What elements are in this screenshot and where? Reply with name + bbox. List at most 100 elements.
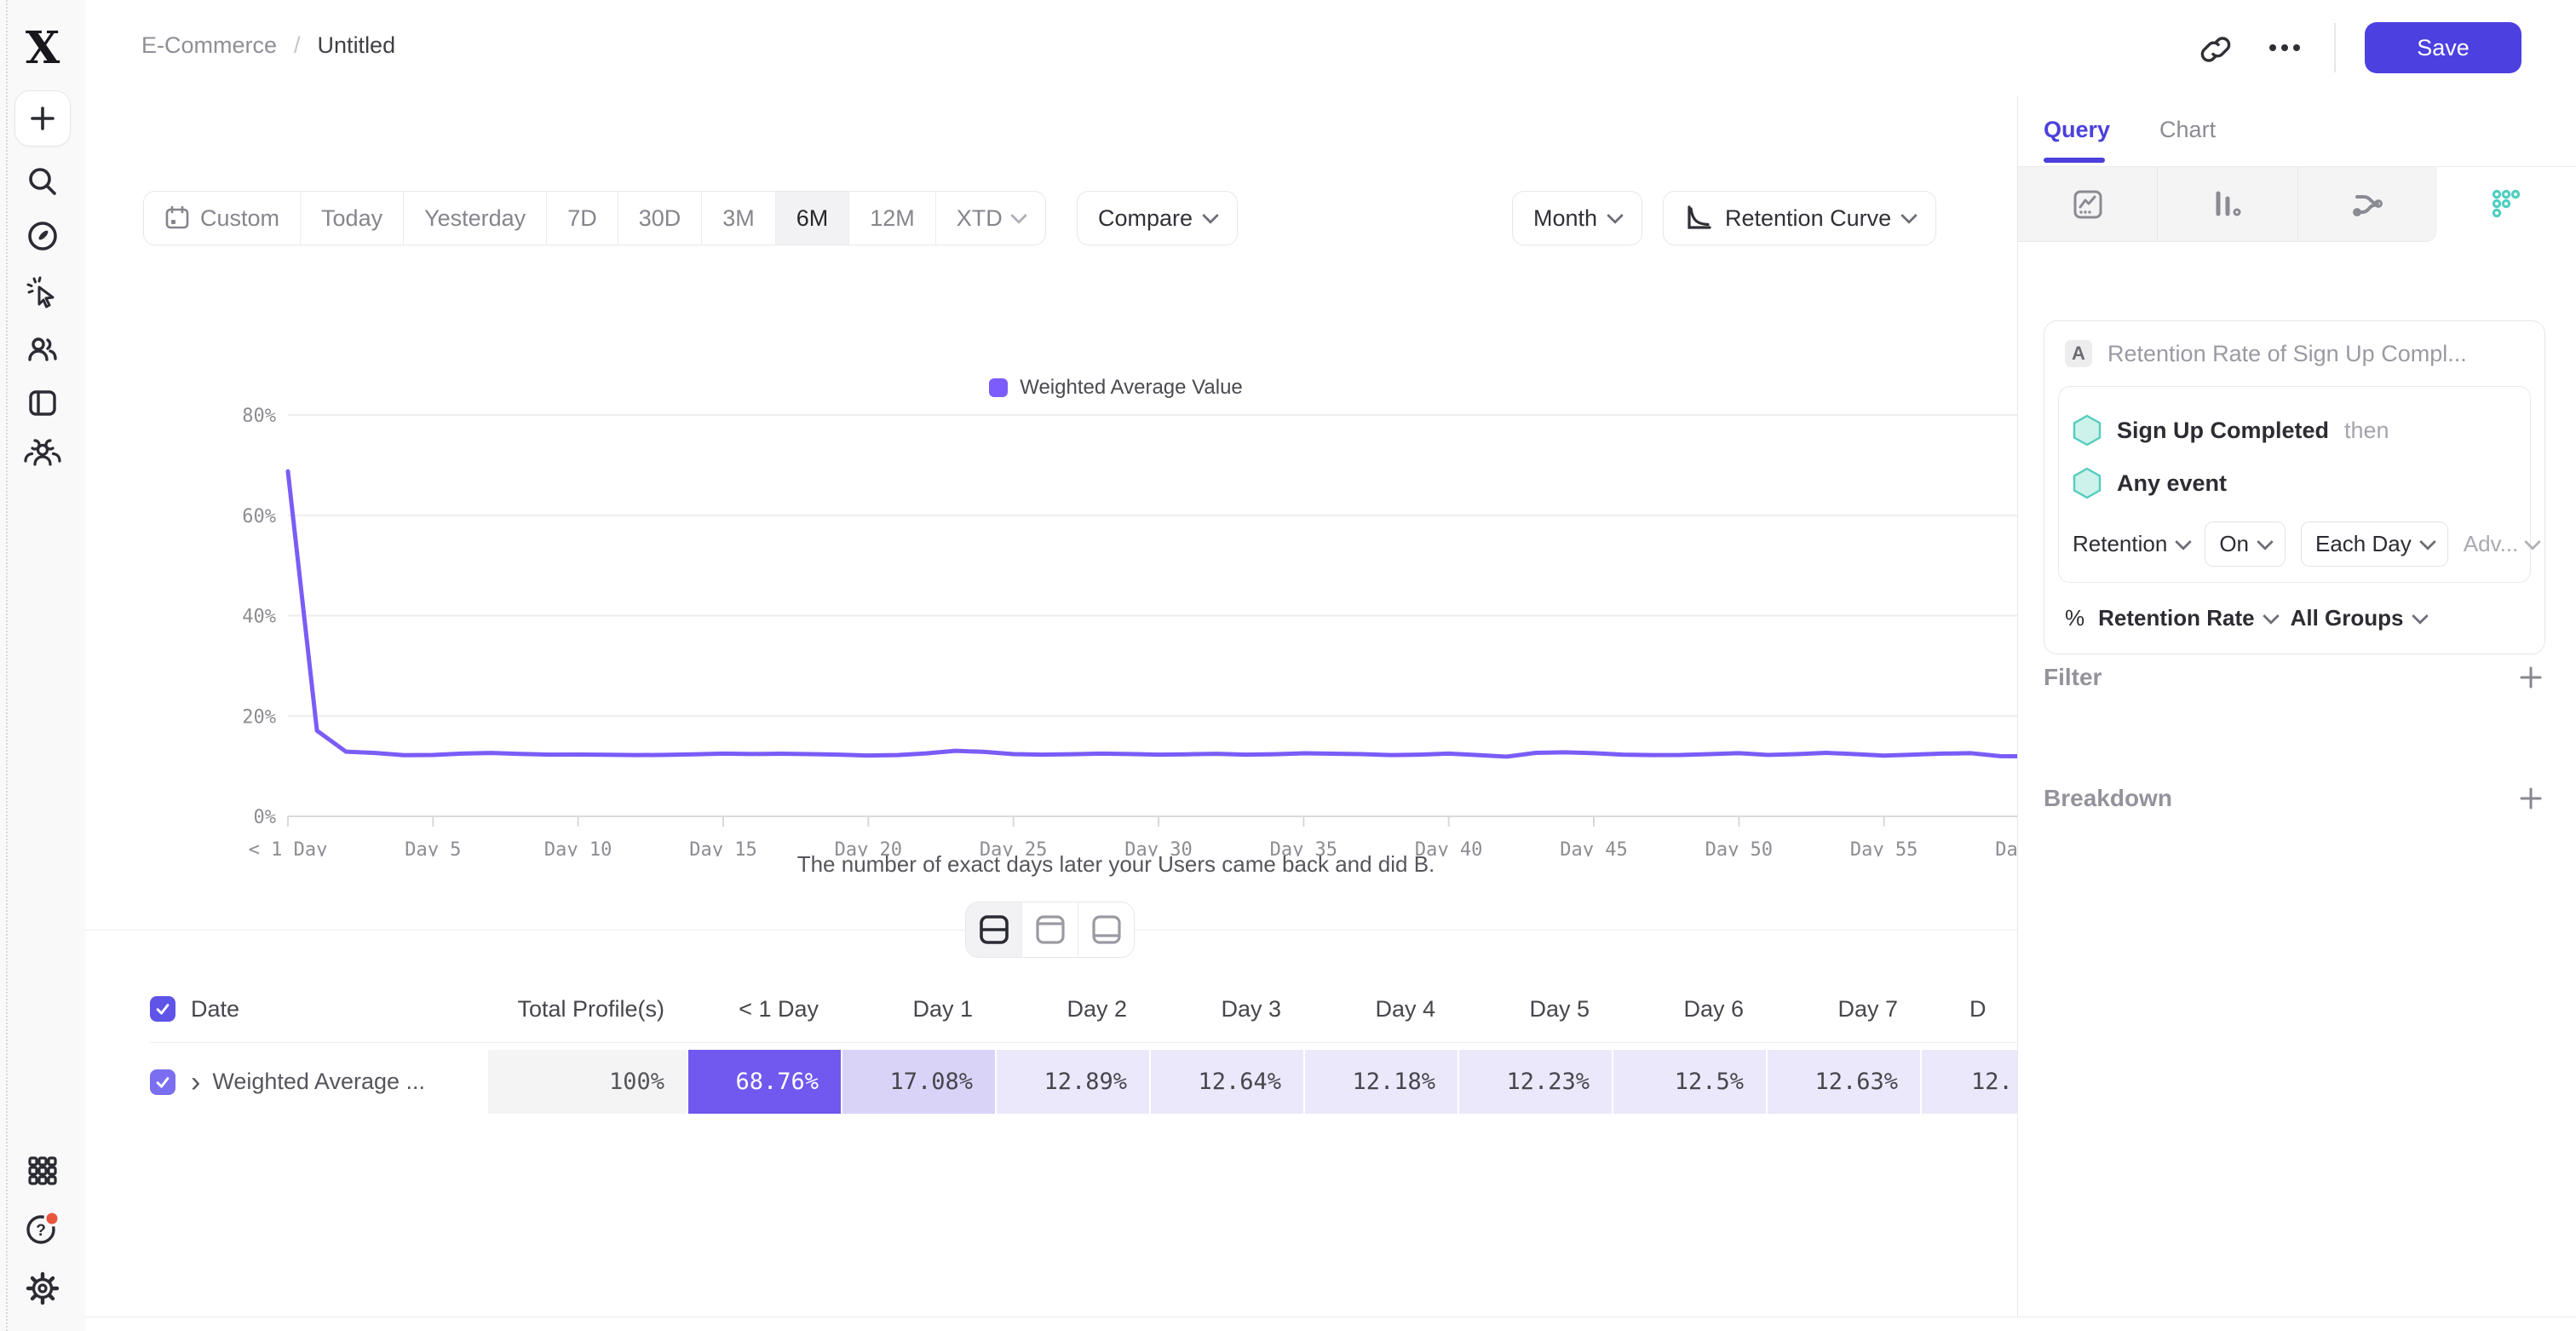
settings-button[interactable] [15, 1261, 70, 1316]
retention-curve-icon [1688, 205, 1711, 229]
value-cell[interactable]: 12.23% [1458, 1050, 1612, 1114]
advanced-dropdown[interactable]: Adv... [2463, 531, 2542, 557]
copy-link-button[interactable] [2194, 27, 2235, 68]
first-event-row[interactable]: Sign Up Completed then [2073, 404, 2516, 457]
range-custom[interactable]: Custom [144, 192, 300, 245]
save-button[interactable]: Save [2365, 22, 2521, 73]
select-all-cell: Date [150, 996, 486, 1023]
range-label: 12M [870, 205, 915, 231]
range-12m[interactable]: 12M [848, 192, 935, 245]
column-header-date[interactable]: Date [191, 995, 240, 1022]
insights-icon [2073, 190, 2102, 218]
value-cell[interactable]: 68.76% [687, 1050, 841, 1114]
help-button[interactable]: ? [15, 1201, 70, 1255]
layout-table-icon [1091, 915, 1121, 944]
svg-text:60%: 60% [242, 506, 276, 527]
breadcrumb-project[interactable]: E-Commerce [141, 32, 278, 58]
chevron-down-icon [2524, 533, 2542, 550]
add-breakdown-button[interactable] [2517, 785, 2544, 812]
value-cell[interactable]: 12.63% [1766, 1050, 1920, 1114]
report-tab-retention[interactable] [2436, 167, 2576, 242]
range-label: Custom [200, 205, 280, 231]
top-bar: E-Commerce / Untitled Save [85, 0, 2576, 97]
column-header-day-2[interactable]: Day 2 [1067, 995, 1127, 1022]
on-label: On [2219, 531, 2249, 556]
layout-table-button[interactable] [1078, 902, 1134, 957]
tab-chart[interactable]: Chart [2159, 117, 2217, 142]
svg-text:80%: 80% [242, 406, 276, 427]
report-tab-funnels[interactable] [2158, 167, 2298, 242]
query-title[interactable]: Retention Rate of Sign Up Compl... [2107, 340, 2467, 366]
events-button[interactable] [15, 265, 70, 320]
second-event-name: Any event [2117, 470, 2228, 496]
report-tab-flows[interactable] [2297, 167, 2437, 242]
range-label: 6M [796, 205, 829, 231]
chart-type-button[interactable]: Retention Curve [1663, 191, 1937, 245]
add-filter-button[interactable] [2517, 664, 2544, 691]
expand-row-chevron[interactable]: › [191, 1065, 201, 1098]
range-today[interactable]: Today [300, 192, 403, 245]
column-header-day-1[interactable]: Day 1 [912, 995, 973, 1022]
breadcrumb-page-title[interactable]: Untitled [317, 32, 396, 58]
funnels-icon [2216, 191, 2241, 216]
chart-legend[interactable]: Weighted Average Value [196, 376, 2017, 400]
retention-line-chart[interactable]: 0% 20% 40% 60% 80% < 1 Day Day 5 Day 10 Day 15 Da… [221, 396, 2017, 861]
range-7d[interactable]: 7D [546, 192, 618, 245]
column-header-day-7[interactable]: Day 7 [1837, 995, 1898, 1022]
column-header-day-4[interactable]: Day 4 [1375, 995, 1435, 1022]
range-6m[interactable]: 6M [774, 192, 849, 245]
chevron-down-icon [1009, 207, 1027, 224]
chart-type-label: Retention Curve [1725, 205, 1892, 231]
value-cell[interactable]: 12.5% [1612, 1050, 1766, 1114]
more-options-button[interactable] [2264, 27, 2305, 68]
granularity-button[interactable]: Month [1512, 191, 1643, 245]
percent-prefix: % [2065, 605, 2085, 631]
layout-chart-button[interactable] [1021, 902, 1078, 957]
range-yesterday[interactable]: Yesterday [403, 192, 546, 245]
tab-query[interactable]: Query [2044, 117, 2111, 142]
column-header--1-day[interactable]: < 1 Day [739, 995, 819, 1022]
retention-type-dropdown[interactable]: Retention [2073, 531, 2193, 557]
boards-button[interactable] [15, 376, 70, 430]
measure-dropdown[interactable]: Retention Rate [2098, 605, 2280, 631]
column-header-day-6[interactable]: Day 6 [1683, 995, 1744, 1022]
users-button[interactable] [15, 322, 70, 377]
on-dropdown[interactable]: On [2205, 521, 2286, 567]
groups-dropdown[interactable]: All Groups [2291, 605, 2429, 631]
chevron-down-icon [1607, 207, 1624, 224]
value-cell[interactable]: 12.18% [1303, 1050, 1458, 1114]
value-cell[interactable]: 17.08% [841, 1050, 995, 1114]
compare-button[interactable]: Compare [1077, 191, 1239, 245]
row-checkbox[interactable] [150, 1069, 175, 1095]
value-cell[interactable]: 12.64% [1149, 1050, 1303, 1114]
column-header-day-3[interactable]: Day 3 [1221, 995, 1281, 1022]
range-3m[interactable]: 3M [701, 192, 775, 245]
value-cell[interactable]: 100% [486, 1050, 687, 1114]
layout-split-button[interactable] [966, 902, 1021, 957]
discover-button[interactable] [15, 209, 70, 263]
range-30d[interactable]: 30D [617, 192, 702, 245]
interval-dropdown[interactable]: Each Day [2301, 521, 2448, 567]
row-label: Weighted Average ... [212, 1069, 425, 1094]
notification-dot [43, 1210, 60, 1227]
layout-chart-icon [1035, 915, 1065, 944]
column-header-total-profile-s-[interactable]: Total Profile(s) [517, 995, 664, 1022]
second-event-row[interactable]: Any event [2073, 457, 2516, 510]
report-tab-insights[interactable] [2018, 167, 2159, 242]
select-all-checkbox[interactable] [150, 996, 175, 1022]
mixpanel-logo-icon[interactable]: X [25, 21, 60, 74]
apps-button[interactable] [15, 1144, 70, 1198]
range-xtd[interactable]: XTD [934, 192, 1045, 245]
search-button[interactable] [15, 154, 70, 209]
table-row[interactable]: › Weighted Average ... 100% 68.76% 17.08% 12.… [150, 1050, 2017, 1114]
range-label: 7D [567, 205, 597, 231]
column-header-d[interactable]: D [1969, 995, 1987, 1022]
value-cell[interactable]: 12.89% [995, 1050, 1149, 1114]
link-icon [2200, 37, 2231, 62]
column-header-day-5[interactable]: Day 5 [1529, 995, 1590, 1022]
calendar-icon [165, 205, 189, 229]
create-new-button[interactable] [14, 90, 71, 147]
value-cell[interactable]: 12. [1920, 1050, 2017, 1114]
advanced-label: Adv... [2463, 531, 2519, 556]
cohorts-button[interactable] [15, 427, 70, 481]
